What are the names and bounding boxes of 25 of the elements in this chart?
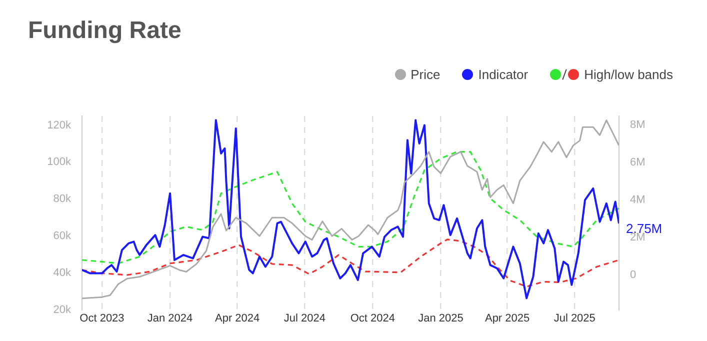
y2-tick-label: 2M bbox=[630, 232, 646, 244]
y2-tick-label: 0 bbox=[630, 269, 636, 282]
x-tick-label: Jul 2025 bbox=[554, 312, 596, 325]
y2-tick-label: 4M bbox=[630, 194, 646, 206]
y-tick-label: 20k bbox=[53, 304, 72, 316]
y-tick-label: 100k bbox=[47, 156, 72, 168]
line-series bbox=[82, 238, 619, 288]
legend-label: Price bbox=[410, 67, 440, 82]
x-tick-label: Jan 2024 bbox=[147, 312, 193, 325]
x-tick-label: Oct 2023 bbox=[80, 312, 124, 325]
chart-title: Funding Rate bbox=[28, 17, 182, 45]
line-series bbox=[82, 150, 619, 264]
y-tick-label: 120k bbox=[47, 119, 72, 132]
y-tick-label: 80k bbox=[53, 193, 72, 206]
x-tick-label: Apr 2024 bbox=[215, 312, 260, 325]
y-tick-label: 60k bbox=[53, 230, 72, 242]
legend-label: High/low bands bbox=[584, 67, 673, 82]
y2-tick-label: 6M bbox=[630, 156, 646, 169]
legend-label: Indicator bbox=[478, 67, 528, 82]
x-tick-label: Jan 2025 bbox=[418, 312, 464, 325]
x-tick-label: Jul 2024 bbox=[284, 312, 326, 325]
x-tick-label: Apr 2025 bbox=[484, 312, 530, 325]
y2-tick-label: 8M bbox=[630, 119, 646, 132]
y-tick-label: 40k bbox=[53, 267, 72, 280]
x-tick-label: Oct 2024 bbox=[350, 312, 396, 325]
